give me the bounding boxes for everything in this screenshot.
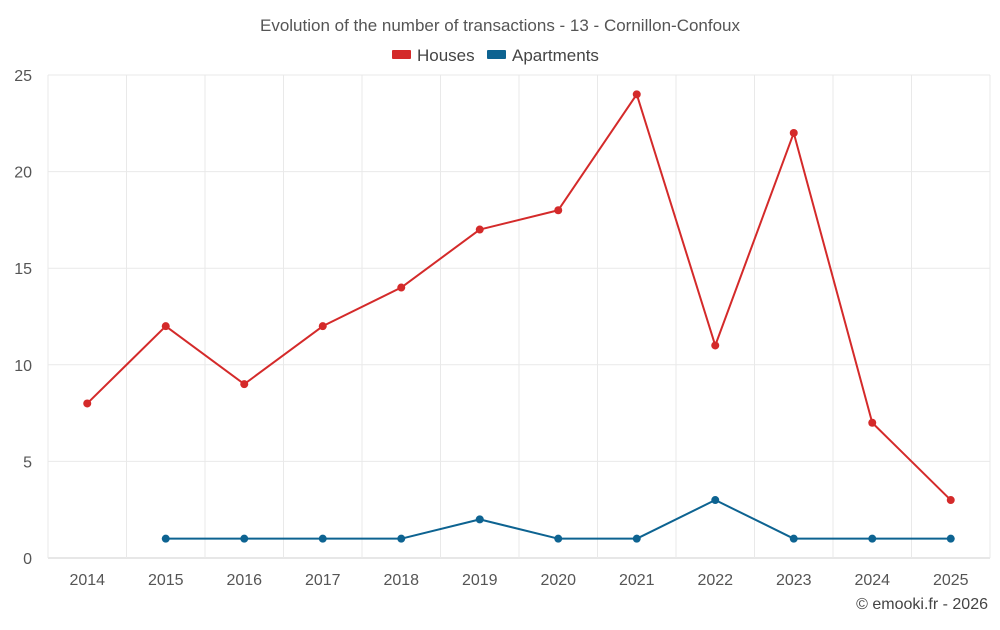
series-houses — [83, 90, 955, 505]
x-tick-label: 2019 — [462, 572, 498, 589]
data-point-houses[interactable] — [632, 90, 641, 99]
y-tick-label: 20 — [14, 165, 32, 182]
x-tick-label: 2021 — [619, 572, 655, 589]
x-tick-label: 2020 — [540, 572, 576, 589]
data-point-apartments[interactable] — [475, 515, 484, 524]
data-point-houses[interactable] — [789, 128, 798, 137]
y-tick-label: 0 — [23, 551, 32, 568]
legend: Houses Apartments — [392, 46, 599, 65]
legend-item-houses[interactable]: Houses — [392, 46, 475, 65]
credit-text: © emooki.fr - 2026 — [856, 596, 988, 613]
series — [83, 90, 955, 543]
data-point-houses[interactable] — [83, 399, 92, 408]
gridlines — [47, 74, 991, 559]
series-apartments — [161, 496, 955, 543]
data-point-houses[interactable] — [711, 341, 720, 350]
x-tick-label: 2024 — [854, 572, 890, 589]
chart-title: Evolution of the number of transactions … — [260, 16, 741, 35]
legend-label-apartments: Apartments — [512, 46, 599, 65]
legend-swatch-apartments — [487, 50, 506, 59]
x-tick-label: 2014 — [69, 572, 105, 589]
data-point-houses[interactable] — [868, 418, 877, 427]
data-point-apartments[interactable] — [946, 534, 955, 543]
data-point-apartments[interactable] — [789, 534, 798, 543]
data-point-houses[interactable] — [475, 225, 484, 234]
x-tick-label: 2015 — [148, 572, 184, 589]
data-point-apartments[interactable] — [711, 496, 720, 505]
data-point-houses[interactable] — [397, 283, 406, 292]
series-line-houses — [86, 93, 952, 501]
x-tick-label: 2018 — [383, 572, 419, 589]
y-tick-label: 10 — [14, 358, 32, 375]
y-tick-label: 25 — [14, 68, 32, 85]
data-point-houses[interactable] — [161, 322, 170, 331]
legend-item-apartments[interactable]: Apartments — [487, 46, 599, 65]
data-point-apartments[interactable] — [397, 534, 406, 543]
data-point-apartments[interactable] — [632, 534, 641, 543]
y-axis-ticks: 0 5 10 15 20 25 — [14, 68, 32, 568]
data-point-apartments[interactable] — [554, 534, 563, 543]
legend-swatch-houses — [392, 50, 411, 59]
x-axis-ticks: 2014 2015 2016 2017 2018 2019 2020 2021 2022 2023… — [69, 572, 968, 589]
x-tick-label: 2022 — [697, 572, 733, 589]
x-tick-label: 2023 — [776, 572, 812, 589]
data-point-apartments[interactable] — [868, 534, 877, 543]
x-tick-label: 2017 — [305, 572, 341, 589]
x-tick-label: 2025 — [933, 572, 969, 589]
legend-label-houses: Houses — [417, 46, 475, 65]
data-point-houses[interactable] — [318, 322, 327, 331]
y-tick-label: 5 — [23, 454, 32, 471]
data-point-houses[interactable] — [946, 496, 955, 505]
data-point-houses[interactable] — [240, 380, 249, 389]
data-point-houses[interactable] — [554, 206, 563, 215]
data-point-apartments[interactable] — [318, 534, 327, 543]
data-point-apartments[interactable] — [240, 534, 249, 543]
y-tick-label: 15 — [14, 261, 32, 278]
data-point-apartments[interactable] — [161, 534, 170, 543]
x-tick-label: 2016 — [226, 572, 262, 589]
